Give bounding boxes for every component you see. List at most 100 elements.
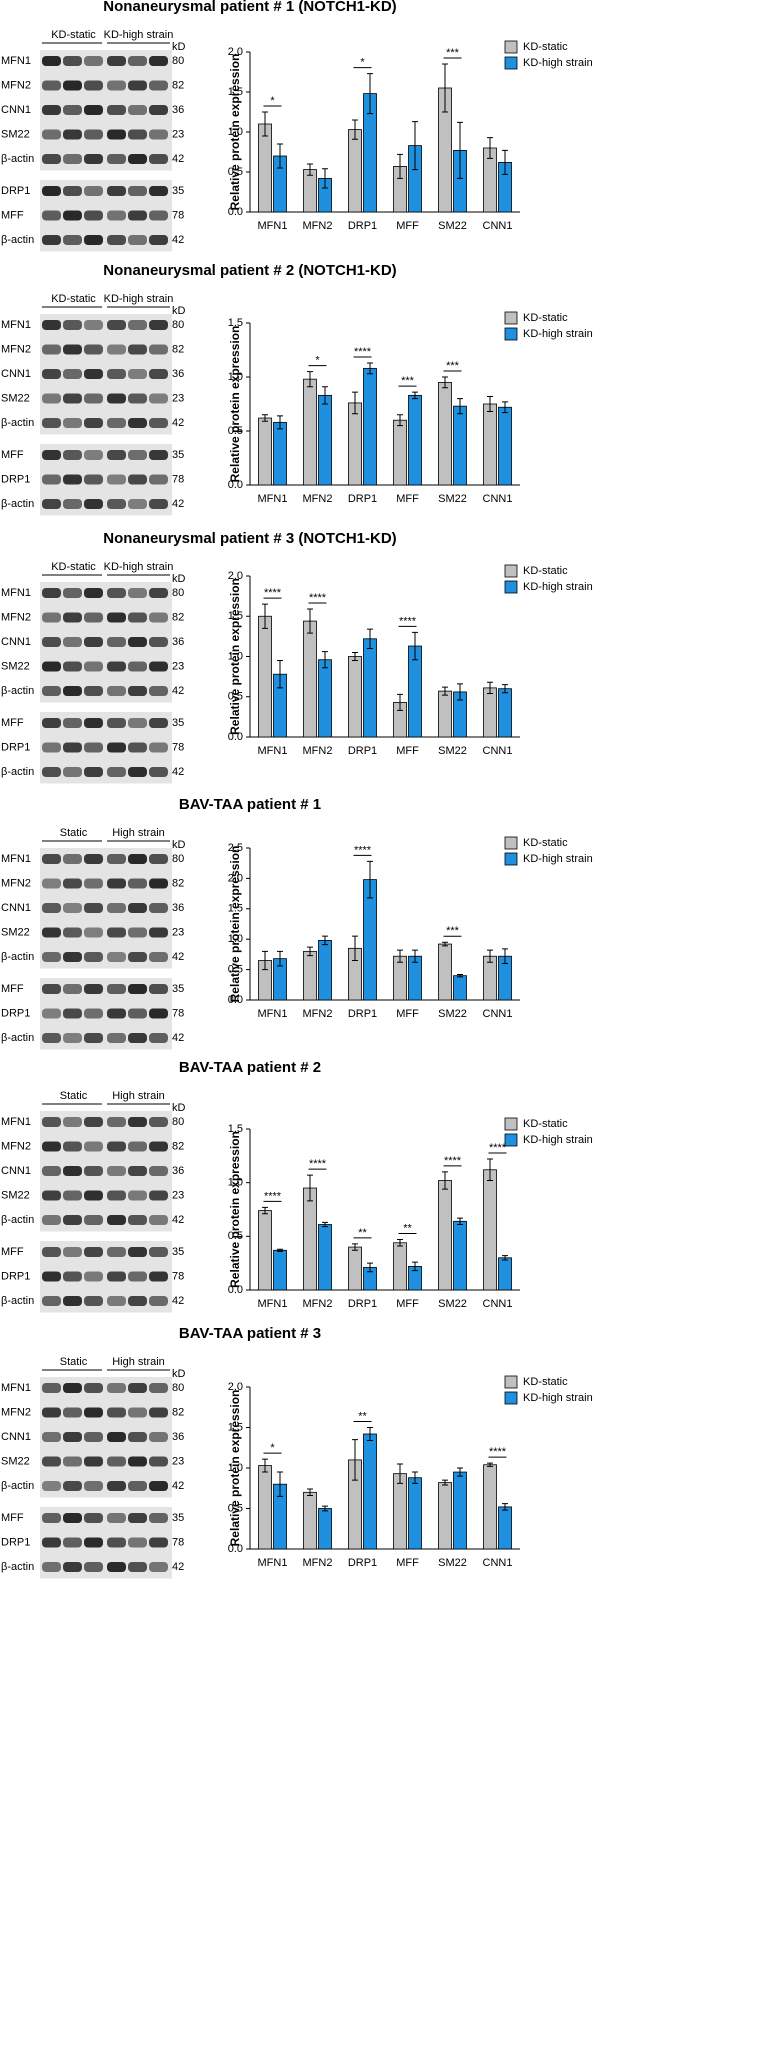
kd-label: 42 [172, 1295, 184, 1307]
blot-band [149, 588, 168, 598]
blot-band [63, 1537, 82, 1548]
error-bar [412, 1471, 418, 1484]
blot-band [84, 588, 103, 598]
panel-title: BAV-TAA patient # 3 [179, 1325, 321, 1342]
error-bar [352, 391, 358, 415]
error-bar [322, 386, 328, 405]
y-tick-label: 1.0 [228, 933, 243, 945]
protein-label: DRP1 [1, 741, 30, 753]
significance-label: **** [399, 615, 417, 627]
error-bar [397, 1239, 403, 1247]
blot-band [42, 952, 61, 962]
error-bar [367, 362, 373, 375]
blot-band [63, 344, 82, 355]
significance-label: * [315, 355, 320, 367]
blot-band [107, 344, 126, 355]
error-bar [397, 949, 403, 963]
blot-band [149, 686, 168, 696]
x-tick-label: SM22 [438, 220, 467, 232]
blot-band [84, 927, 103, 938]
legend-swatch [504, 836, 518, 850]
blot-band [107, 474, 126, 485]
y-tick-label: 1.0 [228, 126, 243, 138]
bar [438, 1180, 452, 1291]
blot-band [128, 418, 147, 428]
blot-band [84, 878, 103, 889]
kd-unit: kD [172, 41, 186, 53]
blot-band [149, 1432, 168, 1442]
bar [483, 687, 497, 738]
blot-band [128, 1383, 147, 1393]
blot-band [107, 1215, 126, 1225]
blot-band [107, 186, 126, 196]
kd-label: 23 [172, 128, 184, 140]
legend-label: KD-high strain [523, 581, 593, 593]
blot-band [128, 903, 147, 913]
kd-label: 23 [172, 1189, 184, 1201]
legend-swatch [504, 580, 518, 594]
blot-band [149, 499, 168, 509]
protein-label: CNN1 [1, 902, 31, 914]
kd-label: 36 [172, 368, 184, 380]
protein-label: β-actin [1, 1480, 34, 1492]
blot-band [42, 105, 61, 115]
error-bar [277, 415, 283, 430]
blot-band [149, 1513, 168, 1523]
legend-label: KD-static [523, 41, 568, 53]
blot-band [128, 686, 147, 696]
kd-label: 23 [172, 1455, 184, 1467]
error-bar [322, 168, 328, 189]
protein-label: β-actin [1, 1561, 34, 1573]
blot-band [42, 474, 61, 485]
error-bar [412, 391, 418, 400]
blot-band [84, 1537, 103, 1548]
blot-band [63, 129, 82, 140]
blot-band [63, 686, 82, 696]
kd-label: 78 [172, 741, 184, 753]
protein-label: β-actin [1, 1214, 34, 1226]
error-bar [397, 153, 403, 179]
protein-label: MFF [1, 449, 24, 461]
bar [363, 367, 377, 486]
bar [318, 1224, 332, 1291]
significance-label: **** [354, 844, 372, 856]
error-bar [352, 119, 358, 140]
kd-label: 42 [172, 153, 184, 165]
blot-band [107, 637, 126, 647]
bar [453, 1471, 467, 1550]
blot-band [107, 1141, 126, 1152]
kd-label: 82 [172, 343, 184, 355]
bar [258, 615, 272, 738]
blot-band [84, 1432, 103, 1442]
blot-band [63, 154, 82, 164]
blot-band [42, 767, 61, 777]
group-label: KD-high strain [104, 293, 174, 305]
error-bar [307, 371, 313, 388]
blot-band [84, 154, 103, 164]
protein-label: β-actin [1, 153, 34, 165]
legend-swatch [504, 564, 518, 578]
blot-band [63, 1141, 82, 1152]
group-label: KD-high strain [104, 29, 174, 41]
error-bar [277, 143, 283, 169]
blot-band [84, 474, 103, 485]
error-bar [487, 395, 493, 413]
bar [348, 656, 362, 738]
blot-band [42, 588, 61, 598]
blot-band [63, 393, 82, 404]
blot-band [149, 1456, 168, 1467]
error-bar [367, 1427, 373, 1441]
kd-label: 42 [172, 766, 184, 778]
blot-band [63, 1296, 82, 1306]
kd-label: 23 [172, 660, 184, 672]
y-tick-label: 2.5 [228, 842, 243, 854]
blot-band [84, 854, 103, 864]
error-bar [457, 121, 463, 179]
error-bar [457, 1217, 463, 1226]
bar [438, 943, 452, 1001]
blot-band [149, 1296, 168, 1306]
significance-label: * [360, 57, 365, 69]
blot-band [107, 154, 126, 164]
y-tick-label: 0.0 [228, 1284, 243, 1296]
kd-label: 36 [172, 902, 184, 914]
